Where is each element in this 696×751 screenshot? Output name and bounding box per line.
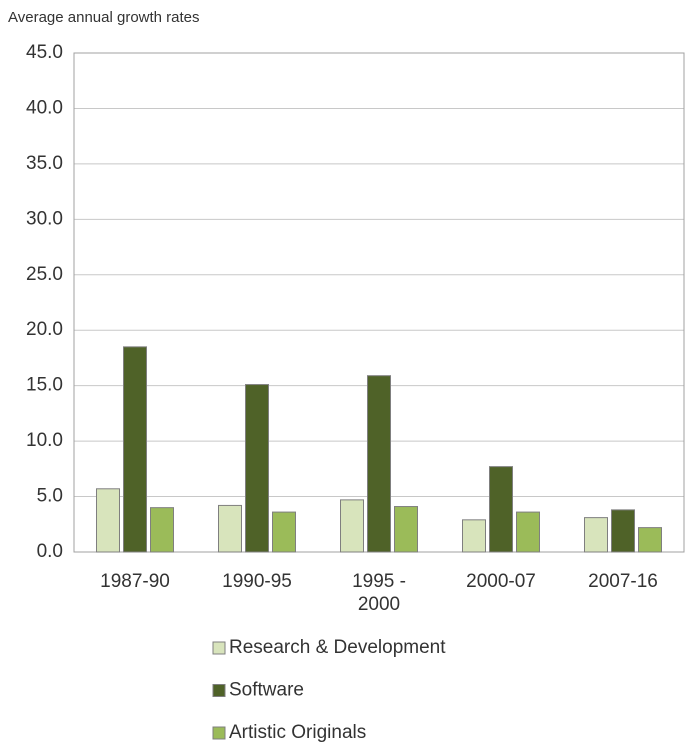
bar	[462, 519, 486, 553]
bar	[489, 466, 513, 553]
y-tick-label: 10.0	[26, 430, 63, 451]
bar	[584, 517, 608, 553]
legend-swatch	[212, 726, 226, 740]
legend-swatch	[212, 684, 226, 697]
y-tick-label: 20.0	[26, 319, 63, 340]
bar	[96, 488, 120, 553]
y-tick-label: 40.0	[26, 97, 63, 118]
y-tick-label: 15.0	[26, 375, 63, 396]
bar	[123, 346, 147, 553]
x-tick-label: 1987-90	[100, 571, 170, 592]
bar	[245, 384, 269, 553]
x-tick-label: 2000-07	[466, 571, 536, 592]
bar	[340, 499, 364, 553]
bar	[394, 506, 418, 553]
y-tick-label: 5.0	[37, 486, 63, 507]
y-tick-label: 45.0	[26, 42, 63, 63]
chart-subtitle: Average annual growth rates	[8, 9, 200, 26]
legend-label: Artistic Originals	[229, 722, 366, 743]
legend-swatch	[212, 641, 226, 655]
legend-label: Research & Development	[229, 637, 446, 658]
legend-label: Software	[229, 680, 304, 701]
bar	[611, 509, 635, 553]
bar	[272, 511, 296, 553]
y-tick-label: 30.0	[26, 208, 63, 229]
bar	[367, 375, 391, 553]
y-tick-label: 35.0	[26, 153, 63, 174]
x-tick-label: 1990-95	[222, 571, 292, 592]
x-tick-label: 1995 - 2000	[352, 571, 406, 615]
x-tick-label: 2007-16	[588, 571, 658, 592]
bar	[150, 507, 174, 553]
y-tick-label: 25.0	[26, 264, 63, 285]
y-tick-label: 0.0	[37, 541, 63, 562]
bar	[218, 504, 242, 553]
bar	[638, 527, 662, 553]
bar	[516, 511, 540, 553]
